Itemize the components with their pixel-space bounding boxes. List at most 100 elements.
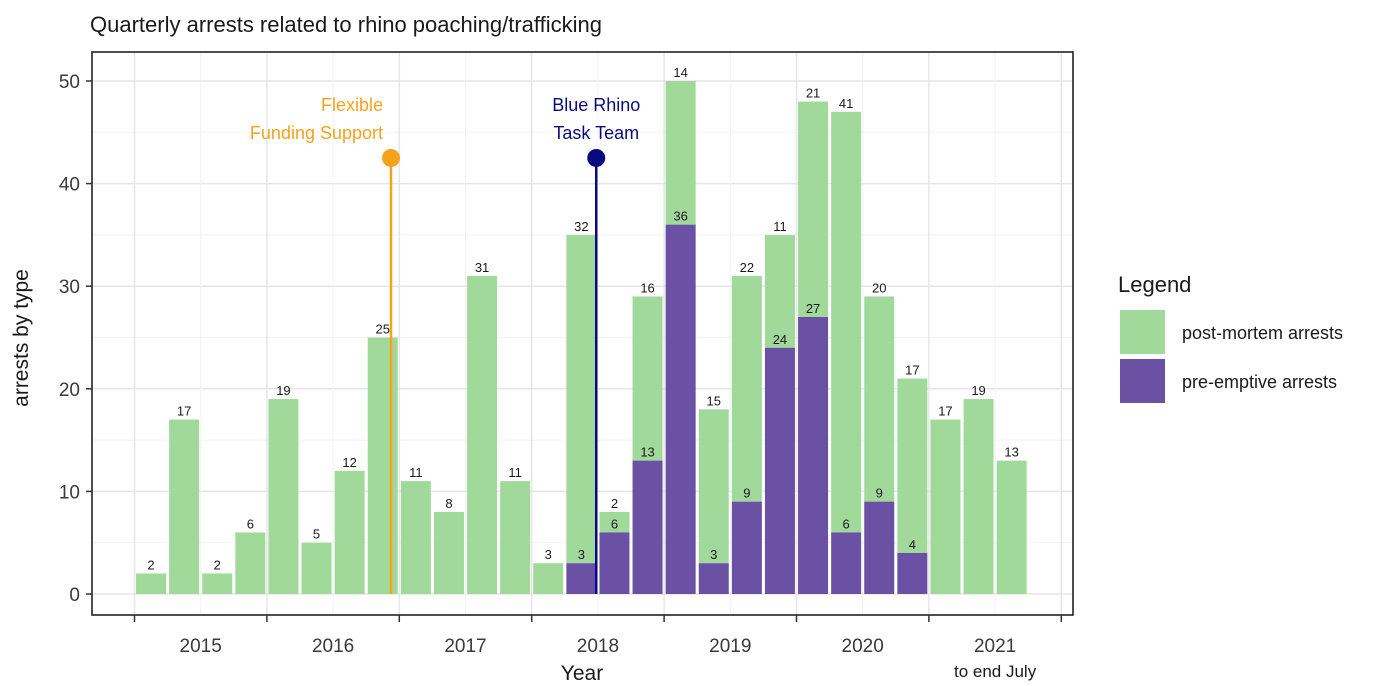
bar-label-post-mortem: 8 xyxy=(445,496,452,511)
bar-post-mortem xyxy=(698,409,729,564)
y-tick-label: 10 xyxy=(59,482,80,503)
bar-label-post-mortem: 19 xyxy=(276,383,290,398)
bar-label-post-mortem: 21 xyxy=(806,86,820,101)
bar-label-pre-emptive: 6 xyxy=(843,516,850,531)
x-tick-label: 2018 xyxy=(577,636,619,657)
bar-label-post-mortem: 6 xyxy=(247,516,254,531)
bar-pre-emptive xyxy=(764,347,795,594)
bar-label-post-mortem: 22 xyxy=(740,260,754,275)
y-tick-label: 40 xyxy=(59,175,80,196)
annotations: Flexible Funding Support Blue Rhino Task Te… xyxy=(250,95,640,594)
bar-label-pre-emptive: 27 xyxy=(806,301,820,316)
bar-post-mortem xyxy=(996,460,1027,594)
grid xyxy=(92,52,1073,615)
bar-pre-emptive xyxy=(897,552,928,594)
bar-label-post-mortem: 3 xyxy=(545,547,552,562)
bar-label-pre-emptive: 3 xyxy=(710,547,717,562)
bar-label-post-mortem: 2 xyxy=(147,557,154,572)
y-tick-label: 20 xyxy=(59,380,80,401)
bar-label-pre-emptive: 3 xyxy=(578,547,585,562)
bar-post-mortem xyxy=(566,234,597,564)
bar-label-pre-emptive: 36 xyxy=(673,209,687,224)
bar-pre-emptive xyxy=(599,532,630,594)
bar-post-mortem xyxy=(334,470,365,594)
bar-label-post-mortem: 11 xyxy=(409,465,423,480)
bar-post-mortem xyxy=(930,419,961,594)
bar-post-mortem xyxy=(897,378,928,553)
annotation-label: Task Team xyxy=(553,123,639,143)
bar-pre-emptive xyxy=(831,532,862,594)
x-tick-label: 2020 xyxy=(842,636,884,657)
bar-post-mortem xyxy=(599,511,630,533)
bar-post-mortem xyxy=(400,481,431,594)
x-tick-label: 2015 xyxy=(180,636,222,657)
bar-pre-emptive xyxy=(864,501,895,594)
bar-pre-emptive xyxy=(566,563,597,594)
bar-label-post-mortem: 2 xyxy=(214,557,221,572)
bar-post-mortem xyxy=(467,275,498,594)
bar-label-pre-emptive: 9 xyxy=(876,486,883,501)
y-axis-title: arrests by type xyxy=(10,269,33,407)
bar-label-post-mortem: 5 xyxy=(313,527,320,542)
x-tick-sublabel: to end July xyxy=(954,662,1037,681)
legend-title: Legend xyxy=(1118,272,1191,297)
bar-label-post-mortem: 12 xyxy=(342,455,356,470)
bar-label-post-mortem: 41 xyxy=(839,96,853,111)
y-tick-label: 50 xyxy=(59,72,80,93)
legend-label-post-mortem: post-mortem arrests xyxy=(1182,323,1343,343)
bar-post-mortem xyxy=(798,101,829,317)
bar-label-post-mortem: 32 xyxy=(574,219,588,234)
bar-label-post-mortem: 25 xyxy=(376,322,390,337)
y-tick-label: 30 xyxy=(59,277,80,298)
bar-label-post-mortem: 17 xyxy=(177,404,191,419)
x-tick-label: 2021 xyxy=(974,636,1016,657)
bar-pre-emptive xyxy=(665,224,696,594)
x-tick-label: 2019 xyxy=(709,636,751,657)
bar-post-mortem xyxy=(202,573,233,594)
bar-label-post-mortem: 14 xyxy=(673,65,687,80)
bar-post-mortem xyxy=(268,399,299,594)
legend-label-pre-emptive: pre-emptive arrests xyxy=(1182,372,1337,392)
bar-post-mortem xyxy=(764,234,795,348)
bar-post-mortem xyxy=(533,563,564,594)
bar-post-mortem xyxy=(864,296,895,502)
bar-label-pre-emptive: 4 xyxy=(909,537,916,552)
bars xyxy=(136,81,1027,594)
bar-post-mortem xyxy=(665,81,696,225)
bar-post-mortem xyxy=(831,111,862,533)
bar-label-post-mortem: 13 xyxy=(1004,445,1018,460)
y-axis-ticks: 0 10 20 30 40 50 xyxy=(59,72,92,606)
bar-label-post-mortem: 15 xyxy=(707,393,721,408)
legend-swatch-post-mortem xyxy=(1120,310,1165,354)
annotation-label: Funding Support xyxy=(250,123,383,143)
chart-title: Quarterly arrests related to rhino poach… xyxy=(90,12,602,37)
bar-label-post-mortem: 19 xyxy=(971,383,985,398)
legend-swatch-pre-emptive xyxy=(1120,359,1165,403)
x-tick-label: 2016 xyxy=(312,636,354,657)
bar-label-post-mortem: 16 xyxy=(640,280,654,295)
bar-post-mortem xyxy=(235,532,266,594)
bar-post-mortem xyxy=(301,542,332,594)
bar-label-post-mortem: 31 xyxy=(475,260,489,275)
bar-label-post-mortem: 11 xyxy=(773,219,787,234)
bar-pre-emptive xyxy=(632,460,663,594)
annotation-label: Blue Rhino xyxy=(552,95,640,115)
annotation-marker xyxy=(587,148,606,167)
x-axis-ticks: 2015 2016 2017 2018 2019 2020 2021 to end July xyxy=(133,615,1063,681)
bar-label-post-mortem: 20 xyxy=(872,280,886,295)
bar-label-pre-emptive: 24 xyxy=(773,332,787,347)
bar-post-mortem xyxy=(169,419,200,594)
bar-label-post-mortem: 17 xyxy=(905,363,919,378)
bar-label-post-mortem: 2 xyxy=(611,496,618,511)
plot-frame xyxy=(91,51,1074,616)
annotation-label: Flexible xyxy=(321,95,383,115)
legend: Legend post-mortem arrests pre-emptive a… xyxy=(1118,272,1343,403)
bar-post-mortem xyxy=(433,511,464,594)
bar-label-post-mortem: 11 xyxy=(508,465,522,480)
bar-post-mortem xyxy=(500,481,531,594)
bar-pre-emptive xyxy=(731,501,762,594)
bar-label-post-mortem: 17 xyxy=(938,404,952,419)
bar-post-mortem xyxy=(136,573,167,594)
y-tick-label: 0 xyxy=(69,585,80,606)
